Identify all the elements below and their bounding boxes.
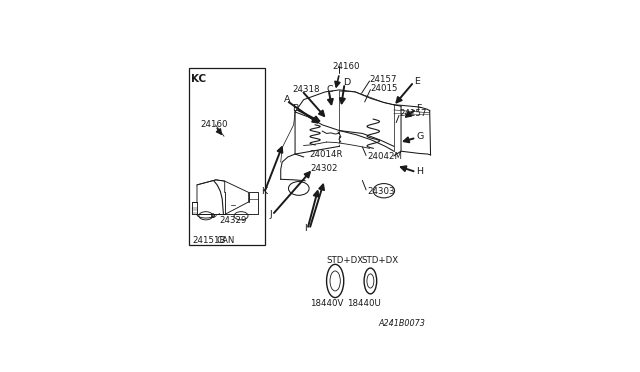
Text: 24157: 24157	[369, 75, 397, 84]
Text: D: D	[343, 78, 351, 87]
Text: H: H	[416, 167, 423, 176]
Text: 24157: 24157	[399, 109, 426, 118]
Text: 18440V: 18440V	[310, 298, 344, 308]
Text: KC: KC	[191, 74, 207, 84]
Text: 24151B: 24151B	[192, 236, 225, 246]
Text: 24329: 24329	[219, 216, 246, 225]
Text: G: G	[416, 132, 424, 141]
Text: B: B	[292, 104, 299, 113]
Text: 24015: 24015	[371, 84, 398, 93]
Text: 24160: 24160	[332, 62, 360, 71]
Text: STD+DX: STD+DX	[362, 256, 399, 264]
Text: K: K	[262, 187, 268, 196]
Text: 24302: 24302	[310, 164, 338, 173]
Text: I: I	[305, 224, 307, 233]
Text: 24160: 24160	[200, 121, 228, 129]
Bar	[189, 68, 265, 245]
Text: STD+DX: STD+DX	[326, 256, 364, 264]
Text: F: F	[416, 104, 422, 113]
Text: 24318: 24318	[292, 84, 320, 93]
Text: A: A	[284, 95, 290, 104]
Text: E: E	[414, 77, 420, 86]
Text: C: C	[326, 84, 333, 93]
Text: 24303: 24303	[367, 187, 395, 196]
Text: J: J	[269, 210, 272, 219]
Text: 18440U: 18440U	[347, 298, 381, 308]
Text: 24042M: 24042M	[367, 153, 403, 161]
Text: A241B0073: A241B0073	[378, 318, 425, 328]
Text: 24014R: 24014R	[309, 150, 343, 158]
Text: CAN: CAN	[216, 236, 235, 246]
